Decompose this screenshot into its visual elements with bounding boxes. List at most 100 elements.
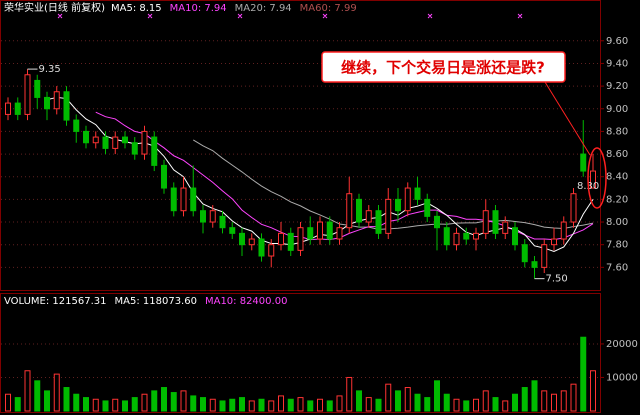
y-tick-label: 8.20	[606, 194, 628, 205]
volume-bar	[541, 390, 548, 412]
volume-bar	[375, 398, 382, 412]
candle-body	[551, 238, 557, 246]
callout-box	[321, 51, 566, 83]
y-tick-label: 9.60	[606, 36, 628, 47]
volume-bar	[34, 380, 41, 412]
candle-body	[287, 232, 294, 251]
volume-bar	[190, 395, 197, 412]
candle-body	[336, 227, 343, 240]
volume-bar	[53, 373, 60, 412]
candle-body	[326, 221, 333, 240]
volume-bar	[92, 398, 99, 412]
callout-text: 继续，下个交易日是涨还是跌?	[341, 59, 545, 77]
volume-legend-entry: VOLUME: 121567.31	[4, 296, 107, 307]
y-tick-label: 9.20	[606, 81, 628, 92]
candle-body	[404, 187, 411, 212]
candle-body	[161, 164, 167, 189]
volume-bar	[248, 400, 255, 412]
highlight-ellipse	[587, 147, 607, 209]
legend-entry: MA10: 7.94	[170, 3, 227, 14]
y-tick-label: 7.60	[606, 262, 628, 273]
candle-body	[73, 119, 80, 132]
volume-bar	[395, 390, 401, 412]
volume-bar	[482, 390, 489, 412]
candle-body	[209, 210, 216, 223]
candle-body	[248, 238, 255, 246]
volume-bar	[492, 397, 499, 412]
candle-body	[5, 102, 11, 115]
candle-body	[434, 215, 440, 229]
y-tick-label: 9.00	[606, 104, 628, 115]
candle-body	[44, 96, 50, 110]
volume-bar	[112, 398, 119, 412]
candle-body	[356, 198, 362, 223]
candle-body	[365, 210, 372, 223]
candle-body	[521, 244, 528, 263]
y-tick-label: 9.40	[606, 58, 628, 69]
candle-body	[297, 227, 304, 251]
volume-bar	[219, 400, 226, 412]
volume-bar	[434, 380, 440, 412]
volume-panel	[0, 293, 601, 413]
candle-body	[122, 136, 128, 144]
candle-body	[258, 238, 265, 257]
volume-bar	[83, 397, 89, 412]
candle-body	[151, 136, 158, 166]
candle-body	[200, 210, 206, 223]
candle-body	[229, 227, 236, 234]
candle-body	[190, 187, 197, 212]
x-markers	[57, 13, 523, 19]
candle-body	[590, 170, 596, 189]
y-tick-label: 8.60	[606, 149, 628, 160]
volume-bar	[24, 370, 31, 412]
volume-bar	[560, 390, 567, 412]
y-tick-label: 8.00	[606, 217, 628, 228]
markers	[57, 13, 523, 19]
candle-body	[112, 136, 119, 149]
volume-bar	[161, 387, 167, 412]
volume-bar	[258, 398, 265, 412]
volume-bar	[404, 387, 411, 412]
candle-body	[492, 210, 499, 234]
candle-body	[375, 210, 382, 234]
candle-body	[53, 91, 60, 110]
volume-bar	[239, 397, 245, 412]
volume-bar	[512, 393, 518, 412]
volume-bar	[590, 370, 596, 412]
volume-bar	[102, 400, 109, 412]
volume-bar	[356, 390, 362, 412]
candle-body	[502, 221, 509, 234]
candle-body	[385, 198, 392, 234]
y-tick-label: 20000	[606, 339, 638, 350]
volume-bar	[141, 393, 148, 412]
volume-bar	[473, 398, 479, 412]
y-tick-label: 8.80	[606, 126, 628, 137]
volume-bar	[63, 387, 70, 412]
candle-body	[453, 232, 460, 246]
candle-body	[83, 130, 89, 144]
candle-body	[102, 136, 109, 149]
volume-bar	[122, 400, 128, 412]
candle-body	[63, 91, 70, 121]
callout-pointer	[544, 81, 591, 156]
volume-bar	[443, 393, 450, 412]
volume-bar	[131, 397, 138, 412]
candle-body	[141, 130, 148, 155]
candle-body	[482, 210, 489, 234]
y-tick-label: 7.80	[606, 240, 628, 251]
candle-body	[307, 227, 314, 240]
candle-body	[560, 221, 567, 240]
candle-body	[219, 215, 226, 229]
candle-body	[92, 136, 99, 144]
chart-title: 荣华实业(日线 前复权)	[4, 1, 105, 14]
volume-bar	[170, 392, 177, 412]
y-tick-label: 10000	[606, 372, 638, 383]
volume-bar	[317, 398, 323, 412]
volume-bar	[307, 400, 314, 412]
candle-body	[541, 244, 548, 268]
volume-bar	[414, 393, 421, 412]
candle-body	[278, 232, 284, 246]
volume-bar	[5, 393, 11, 412]
volume-bar	[580, 336, 587, 412]
